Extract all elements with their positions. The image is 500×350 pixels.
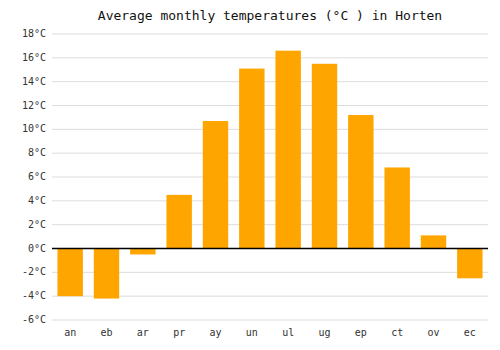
grid [52,34,488,320]
y-tick-label: 0°C [28,243,46,254]
bar [166,195,191,249]
x-axis: an eb ar pr ay un ul ug ep ct ov ec [64,327,476,338]
x-tick-label: ay [209,327,221,338]
x-tick-label: ct [391,327,403,338]
x-tick-label: eb [100,327,112,338]
bar [130,249,155,255]
chart-container: -6°C -4°C -2°C 0°C 2°C 4°C 6°C 8°C 10°C 12°C 14°C 1… [0,0,500,350]
grid-line [52,57,488,58]
grid-line [52,153,488,154]
y-tick-label: 18°C [22,28,46,39]
y-tick-label: 10°C [22,123,46,134]
bar [312,64,337,249]
y-tick-label: 16°C [22,52,46,63]
zero-line [52,248,488,250]
grid-line [52,34,488,35]
grid-line [52,248,488,249]
y-tick-label: -6°C [22,314,46,325]
x-tick-label: ep [355,327,367,338]
y-tick-label: 6°C [28,171,46,182]
x-tick-label: ug [318,327,330,338]
grid-line [52,177,488,178]
x-tick-label: un [246,327,258,338]
grid-line [52,200,488,201]
bar [384,167,409,248]
y-tick-label: 4°C [28,195,46,206]
chart: -6°C -4°C -2°C 0°C 2°C 4°C 6°C 8°C 10°C 12°C 14°C 1… [0,0,500,350]
bar [275,51,300,249]
bar [203,121,228,249]
x-tick-label: ov [427,327,439,338]
y-tick-label: 8°C [28,147,46,158]
grid-line [52,105,488,106]
x-tick-label: pr [173,327,185,338]
grid-line [52,129,488,130]
x-tick-label: ec [464,327,476,338]
title: Average monthly temperatures (°C ) in Ho… [98,8,442,23]
grid-line [52,224,488,225]
y-tick-label: 2°C [28,219,46,230]
grid-line [52,81,488,82]
bar [94,249,119,299]
y-tick-label: 12°C [22,100,46,111]
bar [239,69,264,249]
bar [348,115,373,248]
grid-line [52,320,488,321]
x-tick-label: ul [282,327,294,338]
bar [457,249,482,279]
y-tick-label: 14°C [22,76,46,87]
y-tick-label: -2°C [22,266,46,277]
y-tick-label: -4°C [22,290,46,301]
bar [57,249,82,297]
bar [421,235,446,248]
x-tick-label: ar [137,327,149,338]
x-tick-label: an [64,327,76,338]
bars [57,51,482,299]
y-axis: -6°C -4°C -2°C 0°C 2°C 4°C 6°C 8°C 10°C 12°C 14°C 1… [22,28,46,325]
